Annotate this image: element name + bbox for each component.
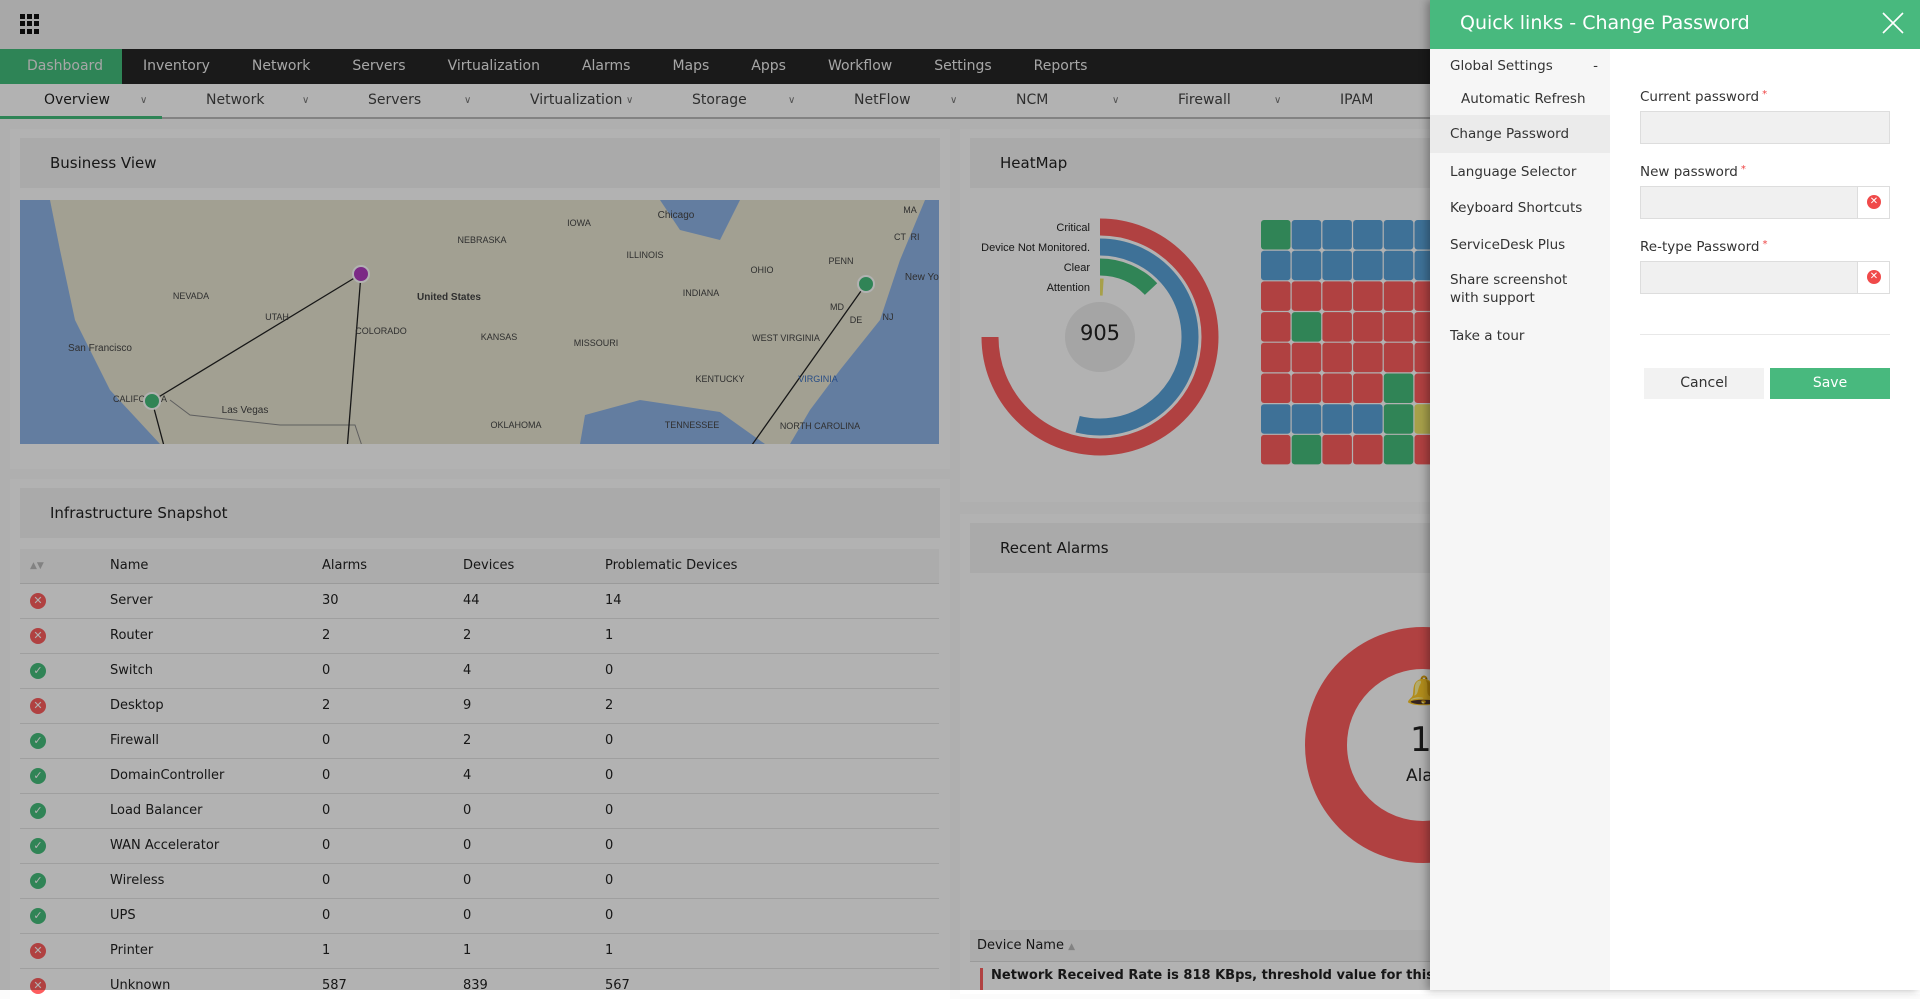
clear-icon: ✕ [1867,270,1881,284]
clear-icon: ✕ [1867,195,1881,209]
current-password-label: Current password* [1640,89,1767,105]
menu-item-servicedesk-plus[interactable]: ServiceDesk Plus [1430,236,1610,254]
menu-item-change-password[interactable]: Change Password [1430,115,1610,153]
menu-label: Global Settings [1450,58,1553,74]
menu-label: Share screenshot with support [1450,272,1567,306]
save-button[interactable]: Save [1770,368,1890,399]
divider [1640,334,1890,335]
menu-label: Language Selector [1450,164,1576,180]
new-password-input[interactable]: ✕ [1640,186,1890,219]
clear-button[interactable]: ✕ [1857,187,1889,218]
quick-links-panel: Quick links - Change Password Global Set… [1430,0,1920,990]
menu-label: ServiceDesk Plus [1450,237,1565,253]
menu-label: Keyboard Shortcuts [1450,200,1582,216]
collapse-icon[interactable]: - [1593,57,1598,75]
new-password-label: New password* [1640,164,1746,180]
clear-button[interactable]: ✕ [1857,262,1889,293]
quick-links-menu: Global Settings -Automatic Refresh Change … [1430,49,1610,990]
menu-label: Take a tour [1450,328,1524,344]
menu-item-automatic-refresh[interactable]: Automatic Refresh [1430,90,1610,108]
menu-item-keyboard-shortcuts[interactable]: Keyboard Shortcuts [1430,199,1610,217]
close-icon[interactable] [1880,10,1906,36]
current-password-input[interactable] [1640,111,1890,144]
retype-password-input[interactable]: ✕ [1640,261,1890,294]
menu-label: Automatic Refresh [1461,91,1586,107]
menu-item-take-a-tour[interactable]: Take a tour [1430,327,1610,345]
menu-label: Change Password [1450,126,1569,142]
cancel-button[interactable]: Cancel [1644,368,1764,399]
panel-title: Quick links - Change Password [1460,12,1750,34]
retype-password-label: Re-type Password* [1640,239,1767,255]
menu-item-share-screenshot-with-support[interactable]: Share screenshot with support [1430,271,1600,307]
menu-item-global-settings[interactable]: Global Settings - [1430,57,1610,75]
menu-item-language-selector[interactable]: Language Selector [1430,163,1610,181]
